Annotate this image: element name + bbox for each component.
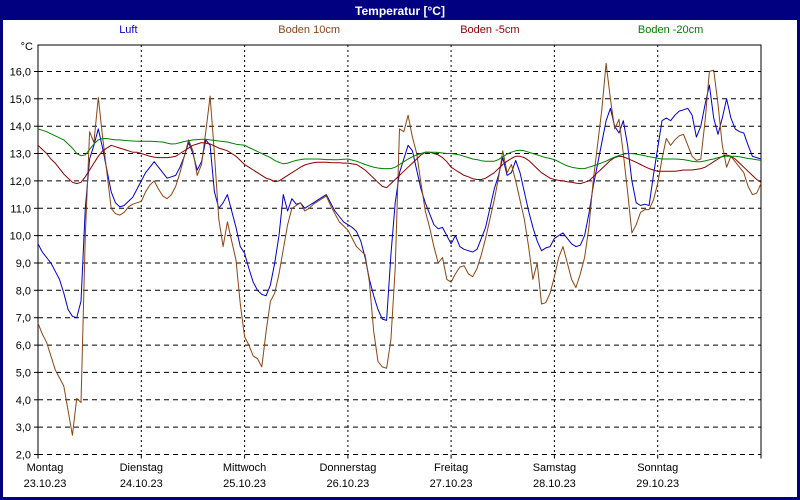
x-date-label: 26.10.23: [326, 478, 369, 490]
y-tick-label: 9,0: [16, 258, 31, 270]
x-day-label: Samstag: [533, 462, 576, 474]
y-tick-label: 6,0: [16, 340, 31, 352]
y-tick-label: 16,0: [10, 67, 31, 79]
y-tick-label: 12,0: [10, 176, 31, 188]
y-tick-label: 11,0: [10, 203, 31, 215]
y-tick-label: 15,0: [10, 94, 31, 106]
series-line-boden-10cm: [37, 62, 762, 436]
y-tick-label: 8,0: [16, 285, 31, 297]
legend-item-boden-5cm: Boden -5cm: [460, 24, 520, 36]
y-tick-label: 5,0: [16, 367, 31, 379]
y-tick-label: 7,0: [16, 313, 31, 325]
legend-item-luft: Luft: [119, 24, 138, 36]
x-date-label: 28.10.23: [533, 478, 576, 490]
series-line-boden-5cm: [37, 142, 762, 189]
x-date-label: 25.10.23: [223, 478, 266, 490]
series-line-luft: [37, 84, 762, 321]
y-axis-unit-label: °C: [21, 41, 33, 53]
x-day-label: Montag: [27, 462, 64, 474]
y-tick-label: 14,0: [10, 121, 31, 133]
legend-item-boden-20cm: Boden -20cm: [637, 24, 704, 36]
chart-title: Temperatur [°C]: [3, 3, 797, 20]
y-tick-label: 3,0: [16, 422, 31, 434]
y-tick-label: 2,0: [16, 450, 31, 462]
x-date-label: 24.10.23: [120, 478, 163, 490]
y-tick-label: 4,0: [16, 395, 31, 407]
x-date-label: 29.10.23: [636, 478, 679, 490]
x-day-label: Donnerstag: [319, 462, 376, 474]
y-tick-label: 13,0: [10, 149, 31, 161]
x-day-label: Dienstag: [120, 462, 163, 474]
plot-border: [37, 44, 762, 455]
x-day-label: Mittwoch: [223, 462, 266, 474]
x-day-label: Sonntag: [637, 462, 678, 474]
y-tick-label: 10,0: [10, 231, 31, 243]
x-day-label: Freitag: [434, 462, 468, 474]
legend: Luft Boden 10cm Boden -5cm Boden -20cm: [38, 21, 761, 39]
x-date-label: 27.10.23: [430, 478, 473, 490]
series-line-boden-20cm: [37, 128, 762, 170]
legend-item-boden-10cm: Boden 10cm: [278, 24, 340, 36]
x-date-label: 23.10.23: [24, 478, 67, 490]
